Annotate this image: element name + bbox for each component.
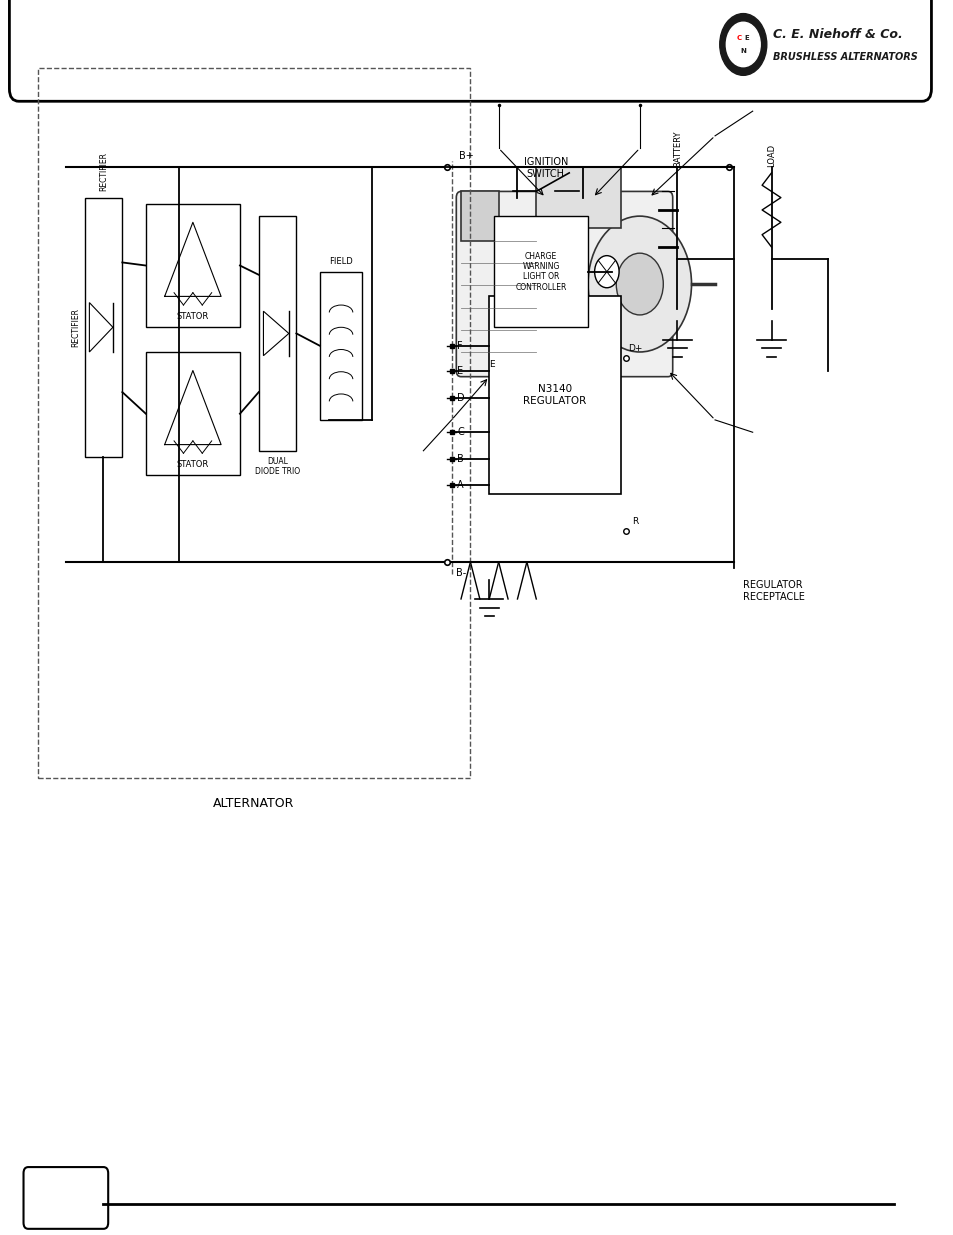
Bar	[319, 272, 362, 420]
Circle shape	[725, 22, 760, 67]
Polygon shape	[90, 303, 112, 352]
Text: ALTERNATOR: ALTERNATOR	[213, 797, 294, 810]
Text: DUAL
DIODE TRIO: DUAL DIODE TRIO	[254, 457, 300, 477]
Text: N: N	[740, 48, 745, 53]
Bar	[489, 296, 620, 494]
FancyBboxPatch shape	[456, 191, 672, 377]
FancyBboxPatch shape	[10, 0, 930, 101]
Text: A: A	[456, 480, 463, 490]
Text: F: F	[456, 341, 462, 351]
Text: D+: D+	[627, 343, 641, 353]
Text: B-: B-	[456, 568, 466, 578]
Circle shape	[719, 14, 766, 75]
Bar	[494, 216, 587, 327]
Text: E: E	[489, 359, 495, 369]
Text: C: C	[736, 36, 741, 41]
Text: B: B	[456, 454, 463, 464]
Text: STATOR: STATOR	[176, 461, 209, 469]
Circle shape	[616, 253, 662, 315]
Text: RECTIFIER: RECTIFIER	[71, 308, 80, 347]
Text: STATOR: STATOR	[176, 312, 209, 321]
Text: FIELD: FIELD	[329, 257, 353, 266]
Bar	[460, 191, 498, 241]
Text: E: E	[744, 36, 749, 41]
FancyBboxPatch shape	[24, 1167, 108, 1229]
Bar	[85, 198, 122, 457]
Polygon shape	[263, 311, 289, 356]
Text: LOAD: LOAD	[766, 143, 775, 167]
Text: D: D	[456, 393, 464, 403]
Text: REGULATOR
RECEPTACLE: REGULATOR RECEPTACLE	[742, 580, 804, 601]
Bar	[37, 68, 470, 778]
Circle shape	[587, 216, 691, 352]
Text: B+: B+	[458, 151, 474, 161]
Bar	[536, 167, 620, 228]
Text: BRUSHLESS ALTERNATORS: BRUSHLESS ALTERNATORS	[773, 52, 917, 62]
Text: E: E	[456, 366, 463, 375]
Text: IGNITION
SWITCH: IGNITION SWITCH	[523, 158, 567, 179]
Text: C: C	[456, 427, 463, 437]
Text: CHARGE
WARNING
LIGHT OR
CONTROLLER: CHARGE WARNING LIGHT OR CONTROLLER	[515, 252, 566, 291]
Text: R: R	[631, 516, 638, 526]
Circle shape	[594, 256, 618, 288]
Text: N3140
REGULATOR: N3140 REGULATOR	[523, 384, 586, 406]
Text: BATTERY: BATTERY	[672, 130, 681, 167]
Text: RECTIFIER: RECTIFIER	[99, 152, 108, 191]
Bar	[146, 352, 239, 475]
Bar	[146, 204, 239, 327]
Text: C. E. Niehoff & Co.: C. E. Niehoff & Co.	[773, 28, 902, 41]
Bar	[258, 216, 296, 451]
